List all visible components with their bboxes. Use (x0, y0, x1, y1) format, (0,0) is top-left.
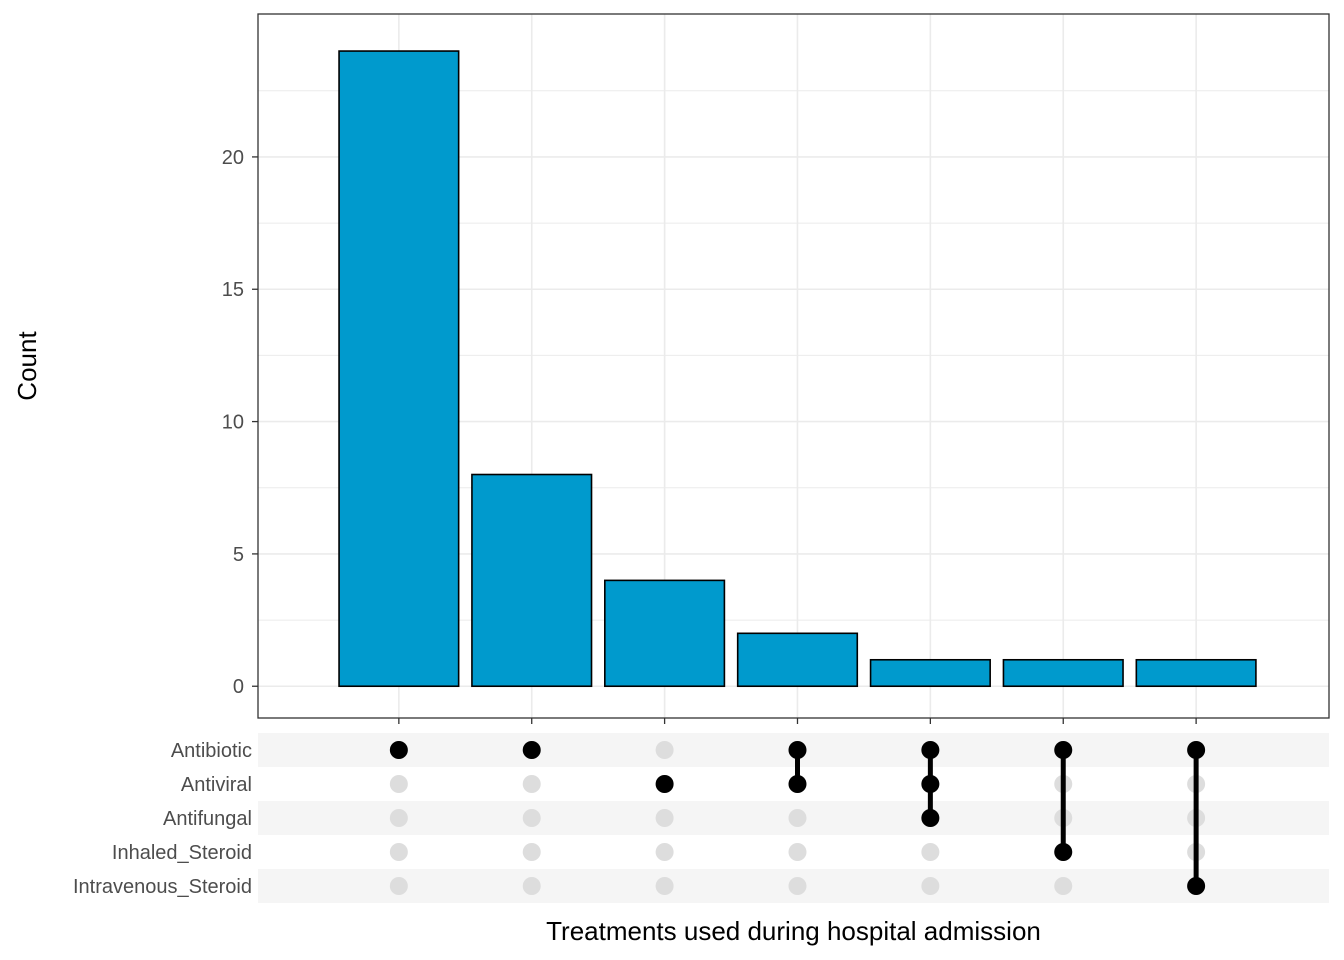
bar (869, 658, 991, 688)
matrix-dot-inactive (921, 843, 940, 861)
x-axis-title: Treatments used during hospital admissio… (546, 916, 1041, 946)
matrix-dot-inactive (522, 843, 541, 861)
matrix-dot-active (788, 741, 807, 759)
y-tick-label: 10 (222, 412, 244, 434)
matrix-dot-inactive (522, 809, 541, 827)
matrix-dot-inactive (655, 877, 674, 895)
matrix-dot-inactive (1054, 877, 1073, 895)
matrix-dot-active (1054, 843, 1073, 861)
matrix-dot-active (522, 741, 541, 759)
bar (736, 632, 859, 688)
set-label: Inhaled_Steroid (112, 842, 252, 864)
matrix-dot-active (921, 775, 940, 793)
matrix-dot-inactive (389, 809, 408, 827)
bar (338, 50, 460, 688)
y-tick-label: 15 (222, 279, 244, 301)
matrix-dot-inactive (655, 843, 674, 861)
bars (338, 50, 1257, 688)
matrix-dot-active (921, 809, 940, 827)
matrix-dot-inactive (522, 877, 541, 895)
plot-panel-border (257, 13, 1330, 719)
matrix-dot-inactive (788, 843, 807, 861)
matrix-dot-inactive (389, 843, 408, 861)
y-tick-label: 0 (233, 676, 244, 698)
set-label: Antibiotic (171, 740, 252, 762)
matrix-dot-active (1187, 877, 1206, 895)
set-label: Antifungal (163, 808, 252, 830)
bar (1002, 658, 1124, 688)
bar (1135, 658, 1257, 688)
intersection-matrix: Antibiotic Antiviral Antifungal Inhaled_Ste… (73, 740, 1206, 898)
matrix-dot-active (921, 741, 940, 759)
matrix-dot-inactive (921, 877, 940, 895)
axes: 0 5 10 15 20 (222, 147, 1197, 724)
bar (471, 473, 593, 688)
matrix-dot-active (655, 775, 674, 793)
set-label: Antiviral (181, 774, 252, 796)
matrix-dot-active (1054, 741, 1073, 759)
y-axis-title: Count (12, 331, 42, 401)
matrix-dot-inactive (522, 775, 541, 793)
matrix-dot-inactive (389, 877, 408, 895)
y-tick-label: 20 (222, 147, 244, 169)
matrix-dot-inactive (655, 741, 674, 759)
matrix-dot-active (389, 741, 408, 759)
y-tick-label: 5 (233, 544, 244, 566)
bar (604, 579, 726, 688)
matrix-dot-inactive (389, 775, 408, 793)
set-label: Intravenous_Steroid (73, 876, 252, 898)
matrix-dot-inactive (788, 809, 807, 827)
matrix-dot-inactive (655, 809, 674, 827)
matrix-dot-active (1187, 741, 1206, 759)
matrix-dot-active (788, 775, 807, 793)
matrix-dot-inactive (788, 877, 807, 895)
